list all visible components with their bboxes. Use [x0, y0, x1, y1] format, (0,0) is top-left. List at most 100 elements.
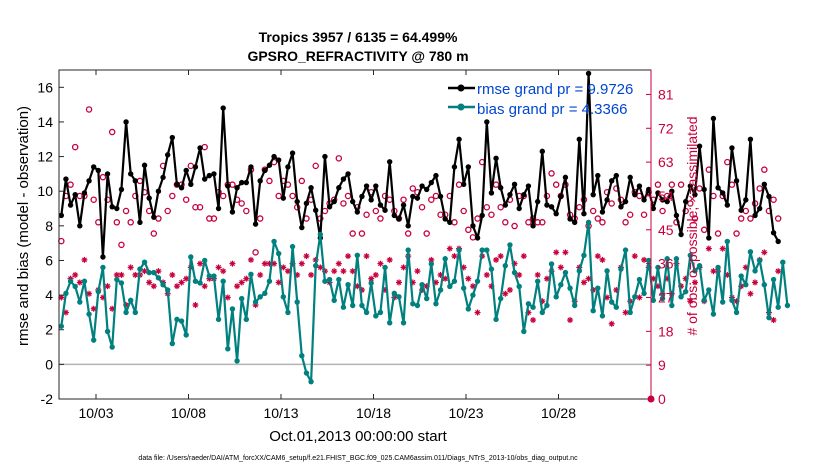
- rmse-point: [423, 186, 430, 193]
- possible-obs-point: [761, 166, 768, 173]
- rmse-point: [67, 202, 74, 208]
- rmse-point: [345, 171, 351, 177]
- bias-point: [724, 238, 731, 245]
- assimilated-obs-point: [446, 245, 453, 252]
- rmse-point: [682, 198, 689, 205]
- bias-point: [673, 256, 680, 262]
- assimilated-obs-stroke: [132, 272, 138, 278]
- possible-obs-point: [428, 196, 435, 203]
- rmse-point: [599, 209, 606, 215]
- assimilated-obs-point: [280, 264, 287, 271]
- bias-point: [752, 268, 758, 274]
- bias-point: [729, 297, 735, 303]
- possible-obs-point: [122, 207, 130, 215]
- assimilated-obs-point: [562, 249, 569, 256]
- bias-point: [516, 283, 522, 290]
- x-axis-label: Oct.01,2013 00:00:00 start: [269, 428, 447, 445]
- possible-obs-point: [687, 200, 694, 207]
- assimilated-obs-stroke: [234, 283, 240, 289]
- assimilated-obs-stroke: [285, 268, 291, 274]
- bias-point: [622, 247, 629, 253]
- rmse-point: [100, 254, 106, 260]
- assimilated-obs-stroke: [58, 294, 64, 301]
- assimilated-obs-point: [104, 283, 111, 290]
- rmse-point: [655, 190, 661, 196]
- assimilated-obs-point: [742, 264, 749, 271]
- rmse-point: [271, 153, 277, 160]
- bias-point: [590, 307, 596, 314]
- bias-point: [613, 304, 620, 310]
- assimilated-obs-stroke: [303, 253, 309, 259]
- rmse-point: [340, 176, 347, 182]
- rmse-point: [497, 185, 504, 191]
- possible-obs-point: [127, 219, 134, 226]
- rmse-point: [516, 205, 522, 212]
- assimilated-obs-stroke: [299, 261, 305, 267]
- bias-point: [271, 238, 277, 245]
- assimilated-obs-stroke: [271, 261, 277, 267]
- assimilated-obs-stroke: [151, 283, 157, 289]
- assimilated-obs-stroke: [72, 272, 78, 278]
- possible-obs-point: [747, 215, 754, 222]
- bias-point: [530, 304, 536, 310]
- bias-point: [322, 278, 328, 284]
- possible-obs-point: [113, 219, 121, 226]
- assimilated-obs-point: [395, 279, 402, 286]
- bias-point: [373, 313, 379, 319]
- assimilated-obs-stroke: [414, 268, 420, 274]
- assimilated-obs-point: [303, 253, 310, 260]
- bias-point: [308, 378, 314, 385]
- assimilated-obs-point: [691, 279, 698, 286]
- rmse-point: [238, 179, 245, 186]
- y-axis-left: -2 0 2 4 6 8 10 12 14 16: [37, 79, 64, 407]
- y-tick-label: 14: [37, 114, 53, 130]
- assimilated-obs-point: [516, 271, 523, 278]
- possible-obs-point: [182, 196, 190, 203]
- assimilated-obs-point: [340, 268, 347, 275]
- rmse-point: [460, 181, 467, 187]
- assimilated-obs-point: [62, 309, 69, 316]
- possible-obs-point: [358, 230, 366, 237]
- rmse-point: [164, 152, 171, 158]
- rmse-point: [160, 174, 166, 181]
- possible-obs-point: [677, 181, 685, 188]
- rmse-point: [58, 212, 65, 219]
- rmse-point: [322, 153, 328, 160]
- possible-obs-point: [423, 230, 430, 237]
- bias-point: [252, 299, 259, 305]
- legend-bias-label: bias grand pr = 4.3366: [477, 101, 628, 118]
- bias-point: [632, 294, 638, 300]
- rmse-point: [248, 164, 254, 170]
- y-tick-label: 8: [45, 218, 53, 234]
- assimilated-obs-point: [298, 260, 305, 267]
- rmse-point: [414, 195, 421, 201]
- assimilated-obs-stroke: [623, 309, 629, 316]
- possible-obs-point: [298, 177, 306, 185]
- assimilated-obs-stroke: [192, 302, 198, 308]
- plot-area: [58, 69, 791, 403]
- assimilated-obs-stroke: [239, 279, 245, 285]
- bias-point: [86, 311, 92, 317]
- rmse-point: [581, 211, 587, 217]
- rmse-point: [590, 191, 596, 198]
- rmse-point: [437, 193, 444, 200]
- rmse-point: [225, 183, 231, 189]
- assimilated-obs-stroke: [146, 279, 152, 285]
- bias-point: [521, 328, 527, 335]
- data-file-footnote: data file: /Users/raeder/DAI/ATM_forcXX/…: [138, 455, 578, 462]
- assimilated-obs-point: [317, 264, 324, 271]
- rmse-point: [363, 183, 370, 189]
- assimilated-obs-stroke: [109, 306, 115, 312]
- possible-obs-point: [243, 207, 250, 215]
- bias-point: [655, 264, 661, 271]
- assimilated-obs-point: [247, 256, 254, 263]
- assimilated-obs-point: [631, 253, 638, 260]
- assimilated-obs-stroke: [687, 298, 693, 304]
- assimilated-obs-point: [215, 264, 222, 271]
- bias-point: [576, 268, 583, 274]
- assimilated-obs-point: [183, 275, 190, 282]
- possible-obs-point: [465, 226, 472, 234]
- rmse-point: [442, 216, 448, 222]
- assimilated-obs-point: [400, 264, 407, 271]
- rmse-point: [151, 214, 157, 220]
